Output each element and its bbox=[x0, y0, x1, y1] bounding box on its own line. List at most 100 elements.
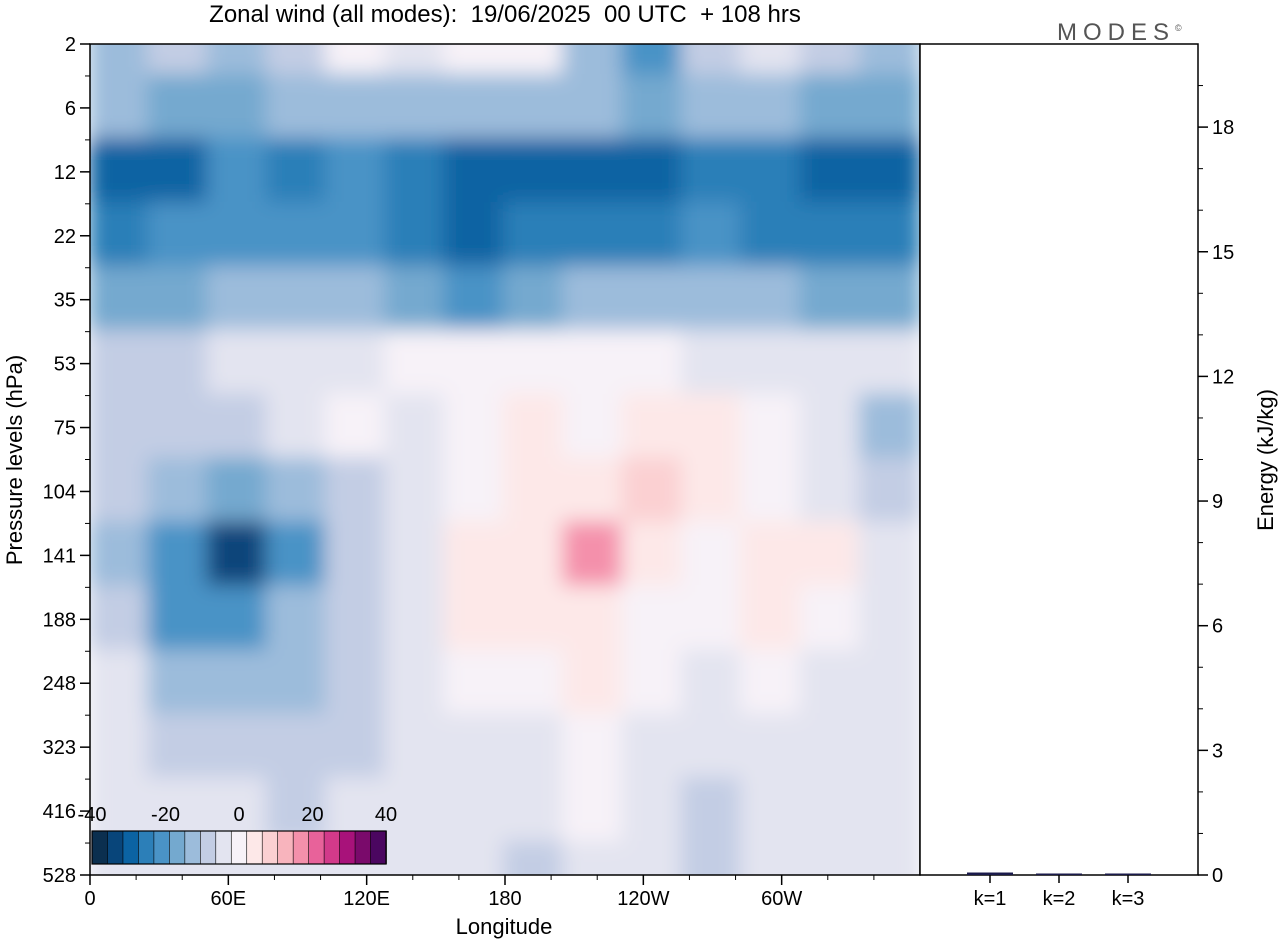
wind-cell bbox=[147, 713, 211, 782]
wind-cell bbox=[680, 265, 745, 334]
wind-cell bbox=[443, 137, 507, 206]
wind-cell bbox=[858, 329, 920, 398]
wind-cell bbox=[799, 201, 863, 270]
wind-cell bbox=[325, 649, 389, 718]
wind-cell bbox=[265, 201, 330, 270]
longitude-tick-label: 60W bbox=[761, 888, 802, 910]
wind-cell bbox=[858, 777, 920, 845]
wind-cell bbox=[858, 521, 920, 590]
wind-cell bbox=[384, 649, 448, 718]
energy-tick-label: 15 bbox=[1212, 242, 1234, 264]
energy-axis-title: Energy (kJ/kg) bbox=[1253, 389, 1278, 531]
wind-cell bbox=[680, 713, 745, 782]
wind-cell bbox=[740, 74, 804, 142]
wind-cell bbox=[265, 457, 330, 526]
wind-cell bbox=[443, 265, 507, 334]
wind-cell bbox=[206, 713, 270, 782]
wind-cell bbox=[621, 44, 685, 78]
wind-cell bbox=[325, 265, 389, 334]
wind-cell bbox=[503, 393, 567, 462]
wind-cell bbox=[206, 137, 270, 206]
wind-cell bbox=[740, 457, 804, 526]
wind-cell bbox=[147, 521, 211, 590]
wind-cell bbox=[443, 329, 507, 398]
wind-cell bbox=[621, 713, 685, 782]
wind-cell bbox=[621, 201, 685, 270]
wind-cell bbox=[740, 393, 804, 462]
wind-cell bbox=[384, 777, 448, 845]
wind-cell bbox=[858, 393, 920, 462]
colorbar-tick-label: 0 bbox=[233, 804, 244, 826]
wind-cell bbox=[325, 585, 389, 654]
wind-cell bbox=[621, 74, 685, 142]
wind-cell bbox=[443, 201, 507, 270]
wind-cell bbox=[384, 201, 448, 270]
wind-cell bbox=[265, 713, 330, 782]
wind-cell bbox=[206, 457, 270, 526]
modes-logo: MODES© bbox=[1057, 19, 1182, 47]
wind-cell bbox=[740, 841, 804, 875]
colorbar-swatch bbox=[339, 830, 356, 865]
wind-cell bbox=[206, 393, 270, 462]
wind-cell bbox=[90, 137, 152, 206]
wind-cell bbox=[680, 521, 745, 590]
wind-cell bbox=[90, 265, 152, 334]
wind-cell bbox=[90, 201, 152, 270]
wind-cell bbox=[740, 713, 804, 782]
wind-cell bbox=[799, 649, 863, 718]
wind-cell bbox=[384, 841, 448, 875]
colorbar-swatch bbox=[122, 830, 140, 865]
pressure-tick-label: 323 bbox=[43, 737, 76, 759]
wind-cell bbox=[621, 457, 685, 526]
wind-cell bbox=[443, 841, 507, 875]
wind-cell bbox=[443, 44, 507, 78]
wind-cell bbox=[799, 841, 863, 875]
wind-cell bbox=[562, 329, 626, 398]
colorbar-swatch bbox=[107, 830, 124, 865]
wind-cell bbox=[503, 137, 567, 206]
wind-cell bbox=[265, 74, 330, 142]
pressure-tick-label: 75 bbox=[54, 418, 76, 440]
wind-cell bbox=[384, 713, 448, 782]
wind-cell bbox=[443, 713, 507, 782]
colorbar-swatch bbox=[138, 830, 155, 865]
wind-cell bbox=[858, 457, 920, 526]
wind-cell bbox=[740, 201, 804, 270]
wind-cell bbox=[265, 265, 330, 334]
longitude-tick-label: 0 bbox=[84, 888, 95, 910]
wind-cell bbox=[562, 201, 626, 270]
colorbar-swatch bbox=[169, 830, 186, 865]
wind-cell bbox=[503, 841, 567, 875]
pressure-tick-label: 528 bbox=[43, 865, 76, 887]
wind-cell bbox=[503, 74, 567, 142]
wind-cell bbox=[799, 44, 863, 78]
wind-cell bbox=[443, 457, 507, 526]
colorbar-swatch bbox=[308, 830, 325, 865]
wind-cell bbox=[206, 265, 270, 334]
wind-cell bbox=[621, 265, 685, 334]
wavenumber-tick-label: k=2 bbox=[1043, 888, 1076, 910]
wavenumber-tick-label: k=3 bbox=[1112, 888, 1145, 910]
wind-cell bbox=[147, 137, 211, 206]
wind-cell bbox=[503, 713, 567, 782]
wind-cell bbox=[858, 265, 920, 334]
wind-cell bbox=[621, 585, 685, 654]
wind-cell bbox=[384, 74, 448, 142]
colorbar-swatch bbox=[246, 830, 264, 865]
wind-cell bbox=[740, 137, 804, 206]
wind-cell bbox=[858, 44, 920, 78]
wind-cell bbox=[206, 201, 270, 270]
wind-cell bbox=[562, 74, 626, 142]
wind-cell bbox=[90, 457, 152, 526]
wind-cell bbox=[90, 74, 152, 142]
wind-cell bbox=[325, 329, 389, 398]
wind-cell bbox=[90, 329, 152, 398]
longitude-tick-label: 180 bbox=[488, 888, 521, 910]
wind-cell bbox=[265, 137, 330, 206]
wind-cell bbox=[90, 649, 152, 718]
colorbar-swatch bbox=[261, 830, 279, 865]
wind-cell bbox=[265, 393, 330, 462]
wind-cell bbox=[384, 44, 448, 78]
wind-cell bbox=[384, 585, 448, 654]
